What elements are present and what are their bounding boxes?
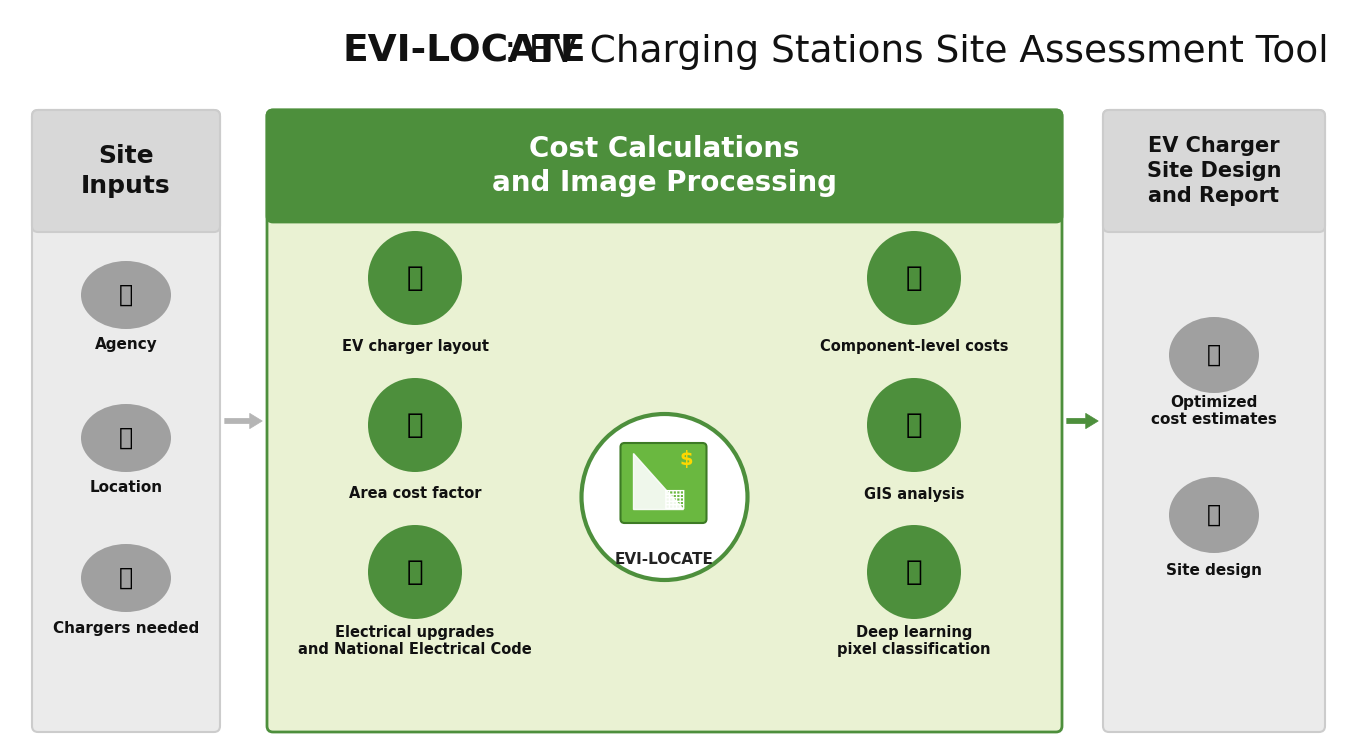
FancyBboxPatch shape bbox=[1103, 110, 1324, 732]
Text: Location: Location bbox=[89, 481, 162, 496]
Circle shape bbox=[867, 525, 961, 619]
Text: ▦: ▦ bbox=[663, 487, 686, 511]
Text: Chargers needed: Chargers needed bbox=[53, 620, 200, 635]
Text: Component-level costs: Component-level costs bbox=[819, 339, 1008, 354]
Circle shape bbox=[867, 231, 961, 325]
FancyBboxPatch shape bbox=[32, 110, 220, 732]
Text: EVI-LOCATE: EVI-LOCATE bbox=[342, 34, 586, 70]
Text: Optimized
cost estimates: Optimized cost estimates bbox=[1152, 395, 1277, 427]
Text: $: $ bbox=[679, 450, 694, 469]
Text: 🏛: 🏛 bbox=[119, 283, 134, 307]
Text: Cost Calculations
and Image Processing: Cost Calculations and Image Processing bbox=[491, 134, 837, 198]
Ellipse shape bbox=[81, 544, 171, 612]
Text: 💻: 💻 bbox=[906, 558, 922, 586]
Text: EV charger layout: EV charger layout bbox=[342, 339, 489, 354]
Ellipse shape bbox=[1169, 477, 1260, 553]
Text: GIS analysis: GIS analysis bbox=[864, 487, 964, 502]
Ellipse shape bbox=[81, 404, 171, 472]
Ellipse shape bbox=[1169, 317, 1260, 393]
Text: : EV Charging Stations Site Assessment Tool: : EV Charging Stations Site Assessment T… bbox=[504, 34, 1328, 70]
Polygon shape bbox=[633, 453, 683, 509]
Text: 🔌: 🔌 bbox=[119, 566, 134, 590]
Text: 👷: 👷 bbox=[1207, 503, 1220, 527]
FancyBboxPatch shape bbox=[267, 110, 1062, 732]
Text: 🗺: 🗺 bbox=[906, 411, 922, 439]
Text: 🔍: 🔍 bbox=[906, 264, 922, 292]
Text: 🌐: 🌐 bbox=[119, 426, 134, 450]
Circle shape bbox=[369, 231, 462, 325]
Text: 👷: 👷 bbox=[1207, 343, 1220, 367]
FancyBboxPatch shape bbox=[1103, 110, 1324, 232]
Text: Electrical upgrades
and National Electrical Code: Electrical upgrades and National Electri… bbox=[298, 625, 532, 657]
Circle shape bbox=[369, 525, 462, 619]
Circle shape bbox=[867, 378, 961, 472]
Text: EV Charger
Site Design
and Report: EV Charger Site Design and Report bbox=[1146, 136, 1281, 206]
FancyBboxPatch shape bbox=[267, 110, 1062, 222]
Ellipse shape bbox=[81, 261, 171, 329]
Text: Area cost factor: Area cost factor bbox=[348, 487, 481, 502]
Text: 📋: 📋 bbox=[406, 411, 424, 439]
Text: Site design: Site design bbox=[1166, 563, 1262, 578]
Text: Deep learning
pixel classification: Deep learning pixel classification bbox=[837, 625, 991, 657]
Text: ✅: ✅ bbox=[406, 558, 424, 586]
FancyBboxPatch shape bbox=[621, 443, 706, 523]
Circle shape bbox=[582, 414, 748, 580]
Circle shape bbox=[369, 378, 462, 472]
FancyBboxPatch shape bbox=[32, 110, 220, 232]
Text: Site
Inputs: Site Inputs bbox=[81, 144, 171, 198]
Text: EVI-LOCATE: EVI-LOCATE bbox=[616, 553, 714, 568]
Text: Agency: Agency bbox=[95, 337, 158, 352]
Text: 📍: 📍 bbox=[406, 264, 424, 292]
